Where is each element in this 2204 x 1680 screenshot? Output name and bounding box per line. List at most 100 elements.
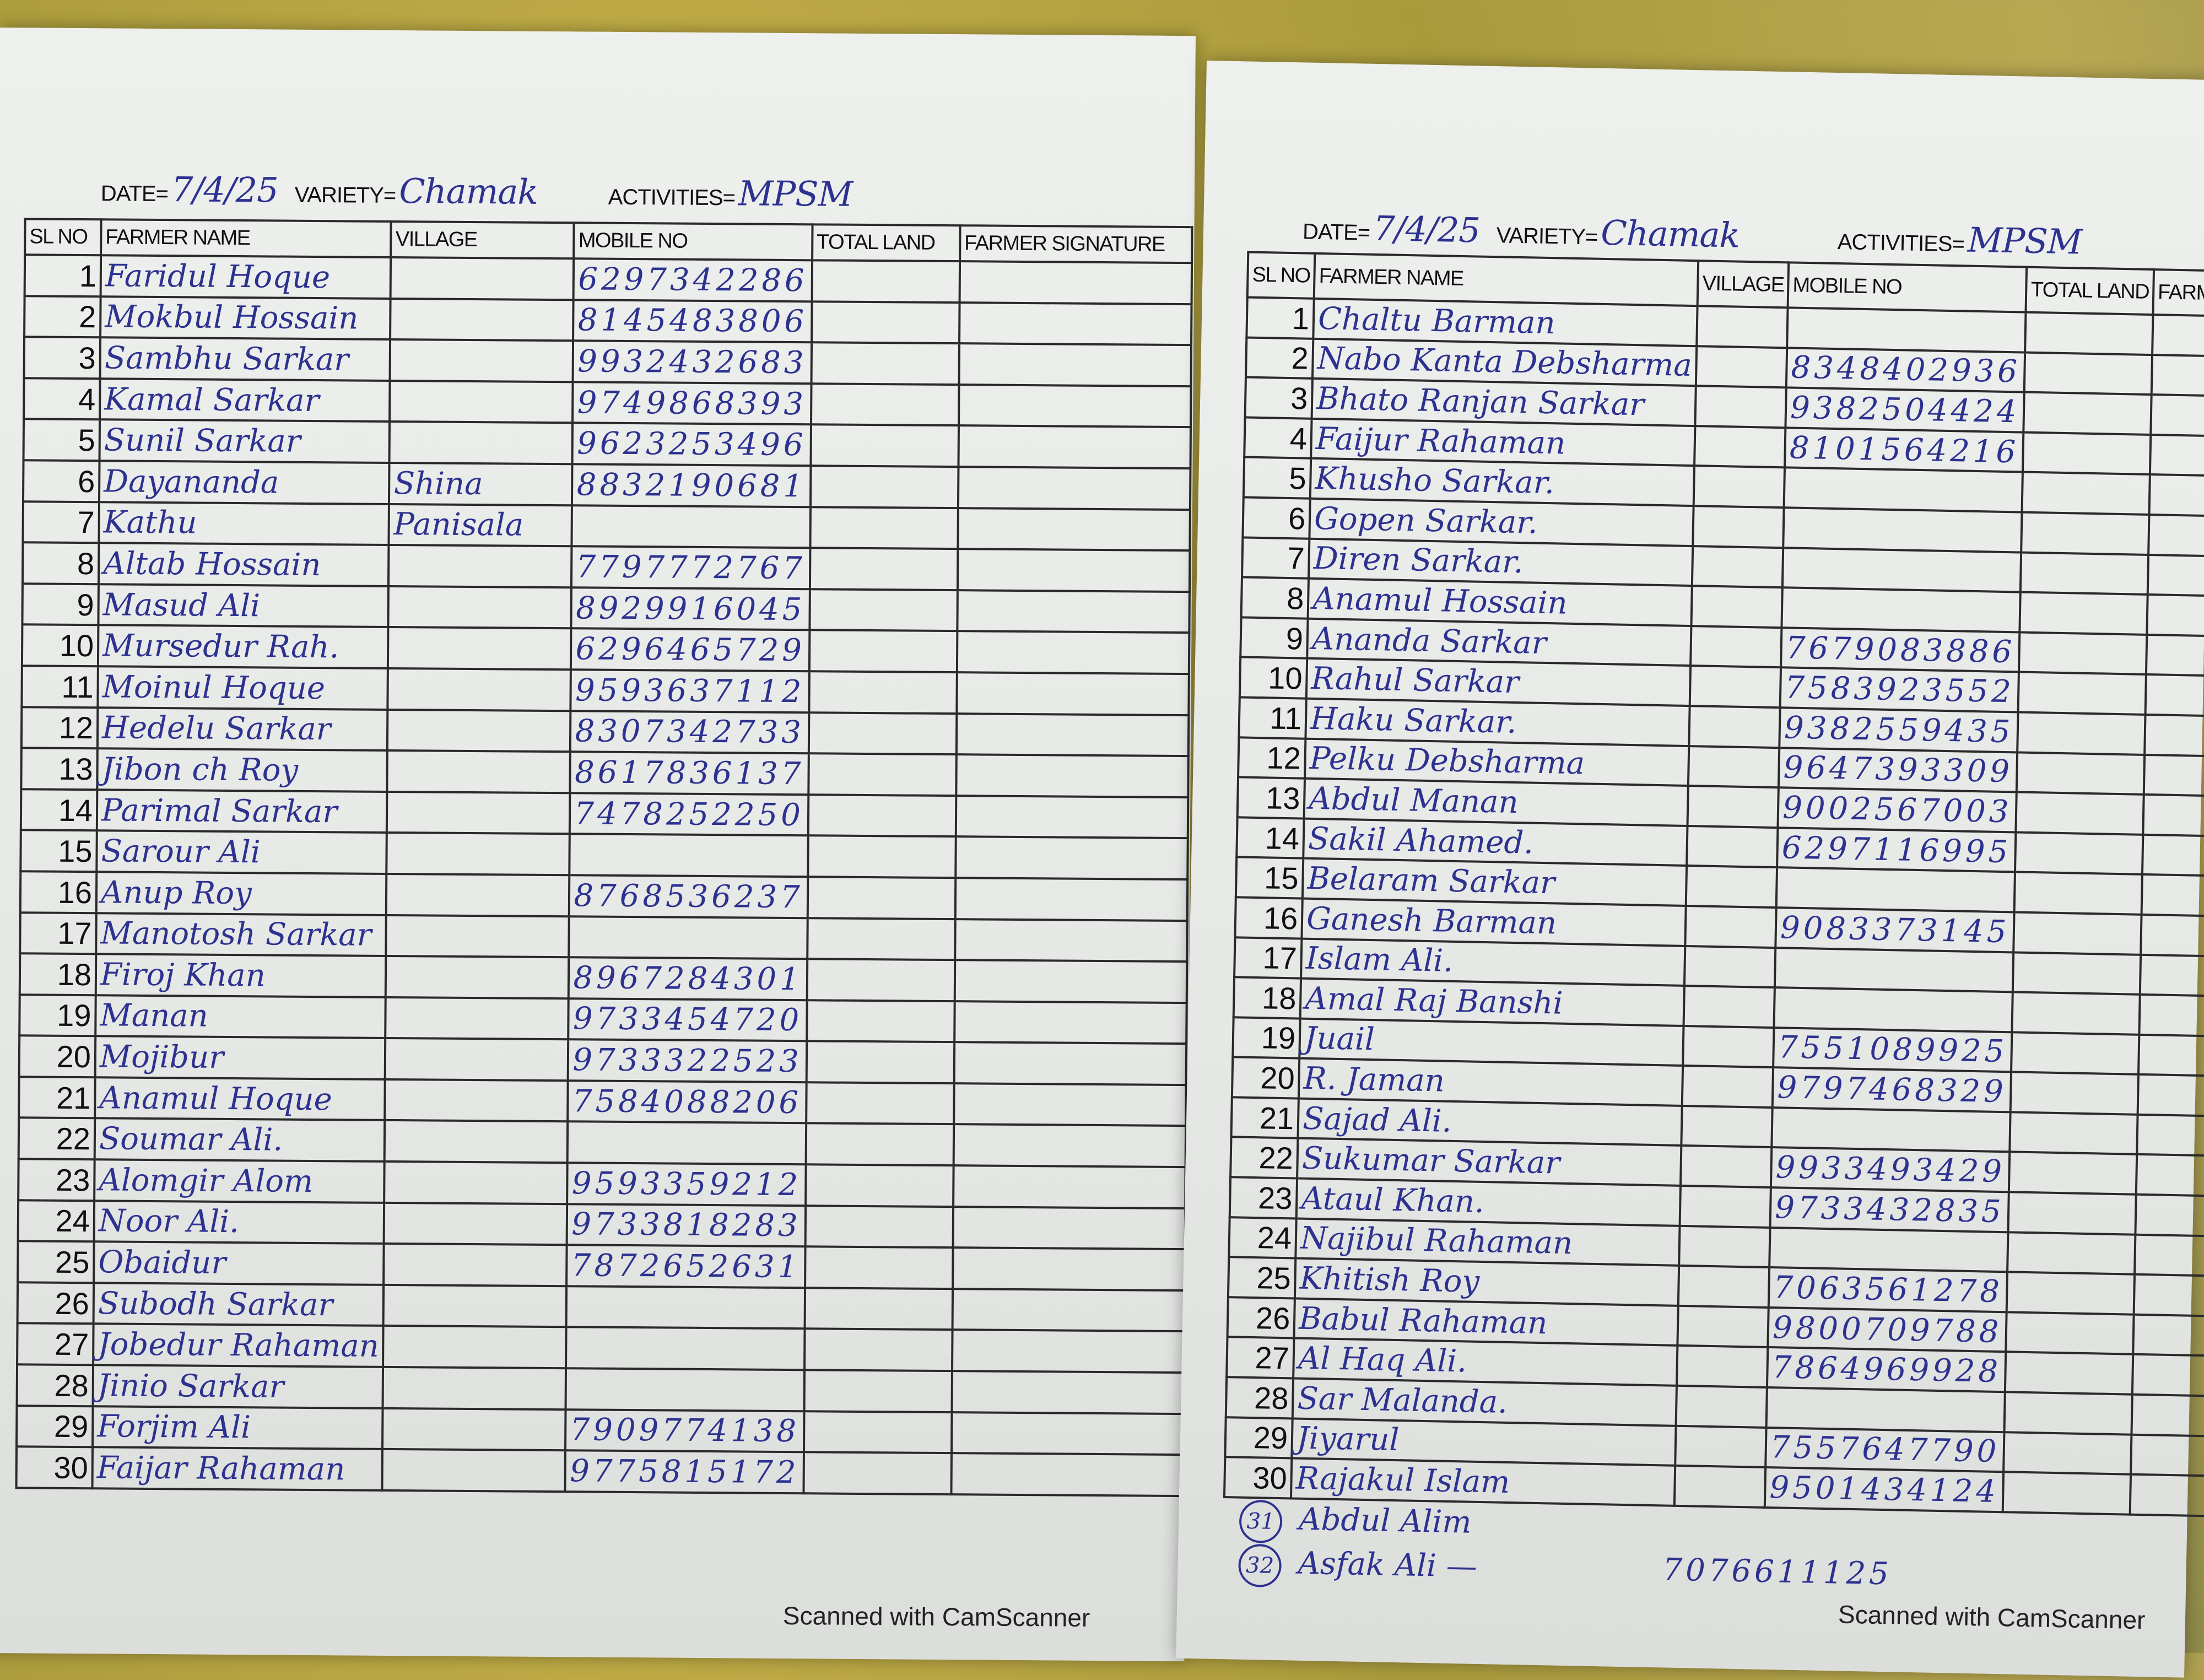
farmer-name: Mursedur Rah. [102,628,339,666]
right-register-sheet: DATE=7/4/25 VARIETY=Chamak ACTIVITIES=MP… [1176,61,2204,1678]
total-land-cell [2018,672,2146,715]
mobile-number: 9501434124 [1769,1470,2000,1510]
serial-number: 5 [1288,461,1307,496]
total-land-cell [2008,1192,2136,1235]
column-header: VILLAGE [391,221,575,259]
column-header: FARMER SIGNATURE [959,225,1192,263]
farmer-name-cell: Faridul Hoque [100,255,391,299]
sheet-meta-line: DATE=7/4/25 VARIETY=Chamak ACTIVITIES=MP… [101,169,864,214]
mobile-number-cell: 6297116995 [1777,827,2016,872]
village-cell [1691,586,1782,628]
mobile-number-cell: 8145483806 [573,299,812,343]
serial-number: 2 [1291,341,1309,376]
mobile-number-cell [569,834,808,877]
farmer-signature-cell [2151,354,2204,398]
village-cell [383,1366,566,1409]
farmer-signature-cell [2151,395,2204,439]
variety-label: VARIETY= [1496,223,1598,250]
farmer-name: Altab Hossain [102,545,321,584]
mobile-number-cell: 8101564216 [1785,428,2024,472]
farmer-name-cell: Subodh Sarkar [93,1283,384,1326]
total-land-cell [2022,472,2150,515]
farmer-name-cell: Sajad Ali. [1298,1098,1682,1146]
mobile-number-cell: 9775815172 [565,1450,804,1494]
farmer-name: Ataul Khan. [1300,1180,1485,1220]
mobile-number-cell: 8768536237 [569,875,808,918]
total-land-cell [2009,1112,2138,1155]
serial-number-cell: 1 [1246,297,1314,339]
village-cell [1689,705,1780,748]
mobile-number: 6296465729 [575,631,806,669]
farmer-signature-cell [2137,1114,2204,1158]
village-cell [1693,506,1784,548]
mobile-number-cell: 9733432835 [1770,1187,2009,1232]
farmer-name: Nabo Kanta Debsharma [1317,341,1693,384]
farmer-name-cell: Manotosh Sarkar [96,912,387,957]
mobile-number-cell: 9002567003 [1778,787,2017,833]
mobile-number-cell [566,1286,805,1329]
farmer-name-cell: Pelku Debsharma [1305,738,1689,786]
serial-number: 8 [77,545,95,581]
mobile-number: 8832190681 [576,467,807,504]
village-cell [383,1244,568,1287]
farmer-signature-cell [2133,1314,2204,1358]
serial-number-cell: 9 [22,584,99,625]
total-land-cell [803,1411,952,1454]
column-header: TOTAL LAND [2025,267,2154,315]
farmer-signature-cell [2148,514,2204,558]
serial-number: 10 [59,628,94,663]
serial-number-cell: 11 [1239,697,1306,739]
farmer-name-cell: Forjim Ali [93,1406,383,1450]
farmer-signature-cell [2147,554,2204,598]
farmer-signature-cell [959,343,1191,386]
variety-label: VARIETY= [294,182,396,208]
farmer-signature-cell [958,507,1190,551]
village-cell [1694,425,1786,468]
village-cell [390,298,574,341]
farmer-signature-cell [955,795,1189,839]
total-land-cell [2017,712,2146,755]
mobile-number: 9593359212 [571,1165,802,1203]
total-land-cell [808,753,957,796]
village-cell [386,915,570,958]
farmer-name-cell: Manan [95,995,386,1039]
village-cell [1675,1425,1767,1468]
farmer-signature-cell [2140,954,2204,998]
serial-number-cell: 14 [1236,817,1304,858]
village-cell [1685,905,1776,948]
farmer-name: Al Haq Ali. [1298,1340,1467,1380]
mobile-number-cell: 6297342286 [574,258,812,301]
village-cell [1690,625,1782,668]
farmer-signature-cell [953,1206,1185,1250]
serial-number: 10 [1267,660,1303,696]
farmer-signature-cell [958,384,1191,428]
farmer-name: Pelku Debsharma [1309,741,1585,782]
mobile-number: 6297116995 [1781,829,2012,870]
farmer-name: Alomgir Alom [99,1162,314,1200]
total-land-cell [2003,1431,2132,1474]
farmer-signature-cell [954,960,1187,1003]
farmer-name-cell: Anamul Hossain [1308,578,1693,626]
farmer-name: Hedelu Sarkar [101,710,331,748]
mobile-number-cell: 9647393309 [1779,747,2018,792]
serial-number-cell: 10 [21,624,99,667]
farmer-name-cell: Nabo Kanta Debsharma [1312,338,1697,386]
serial-number: 19 [1261,1020,1296,1056]
farmer-signature-cell [2135,1194,2204,1238]
farmer-signature-cell [2143,754,2204,798]
serial-number: 12 [1266,740,1301,776]
serial-number: 15 [58,833,93,869]
farmer-name: Noor Ali. [98,1203,240,1240]
mobile-number-cell [1775,947,2014,992]
total-land-cell [2014,872,2142,915]
farmer-name: Soumar Ali. [99,1121,283,1158]
farmer-name: Forjim Ali [97,1408,251,1446]
total-land-cell [810,506,958,549]
serial-number: 16 [1263,900,1298,936]
serial-number-cell: 14 [20,789,98,831]
mobile-number-cell: 9593637112 [570,669,809,712]
total-land-cell [2011,1072,2138,1115]
mobile-number: 8348402936 [1791,349,2021,390]
mobile-number: 9733454720 [572,1001,803,1039]
farmer-name-cell: Mokbul Hossain [100,296,391,340]
